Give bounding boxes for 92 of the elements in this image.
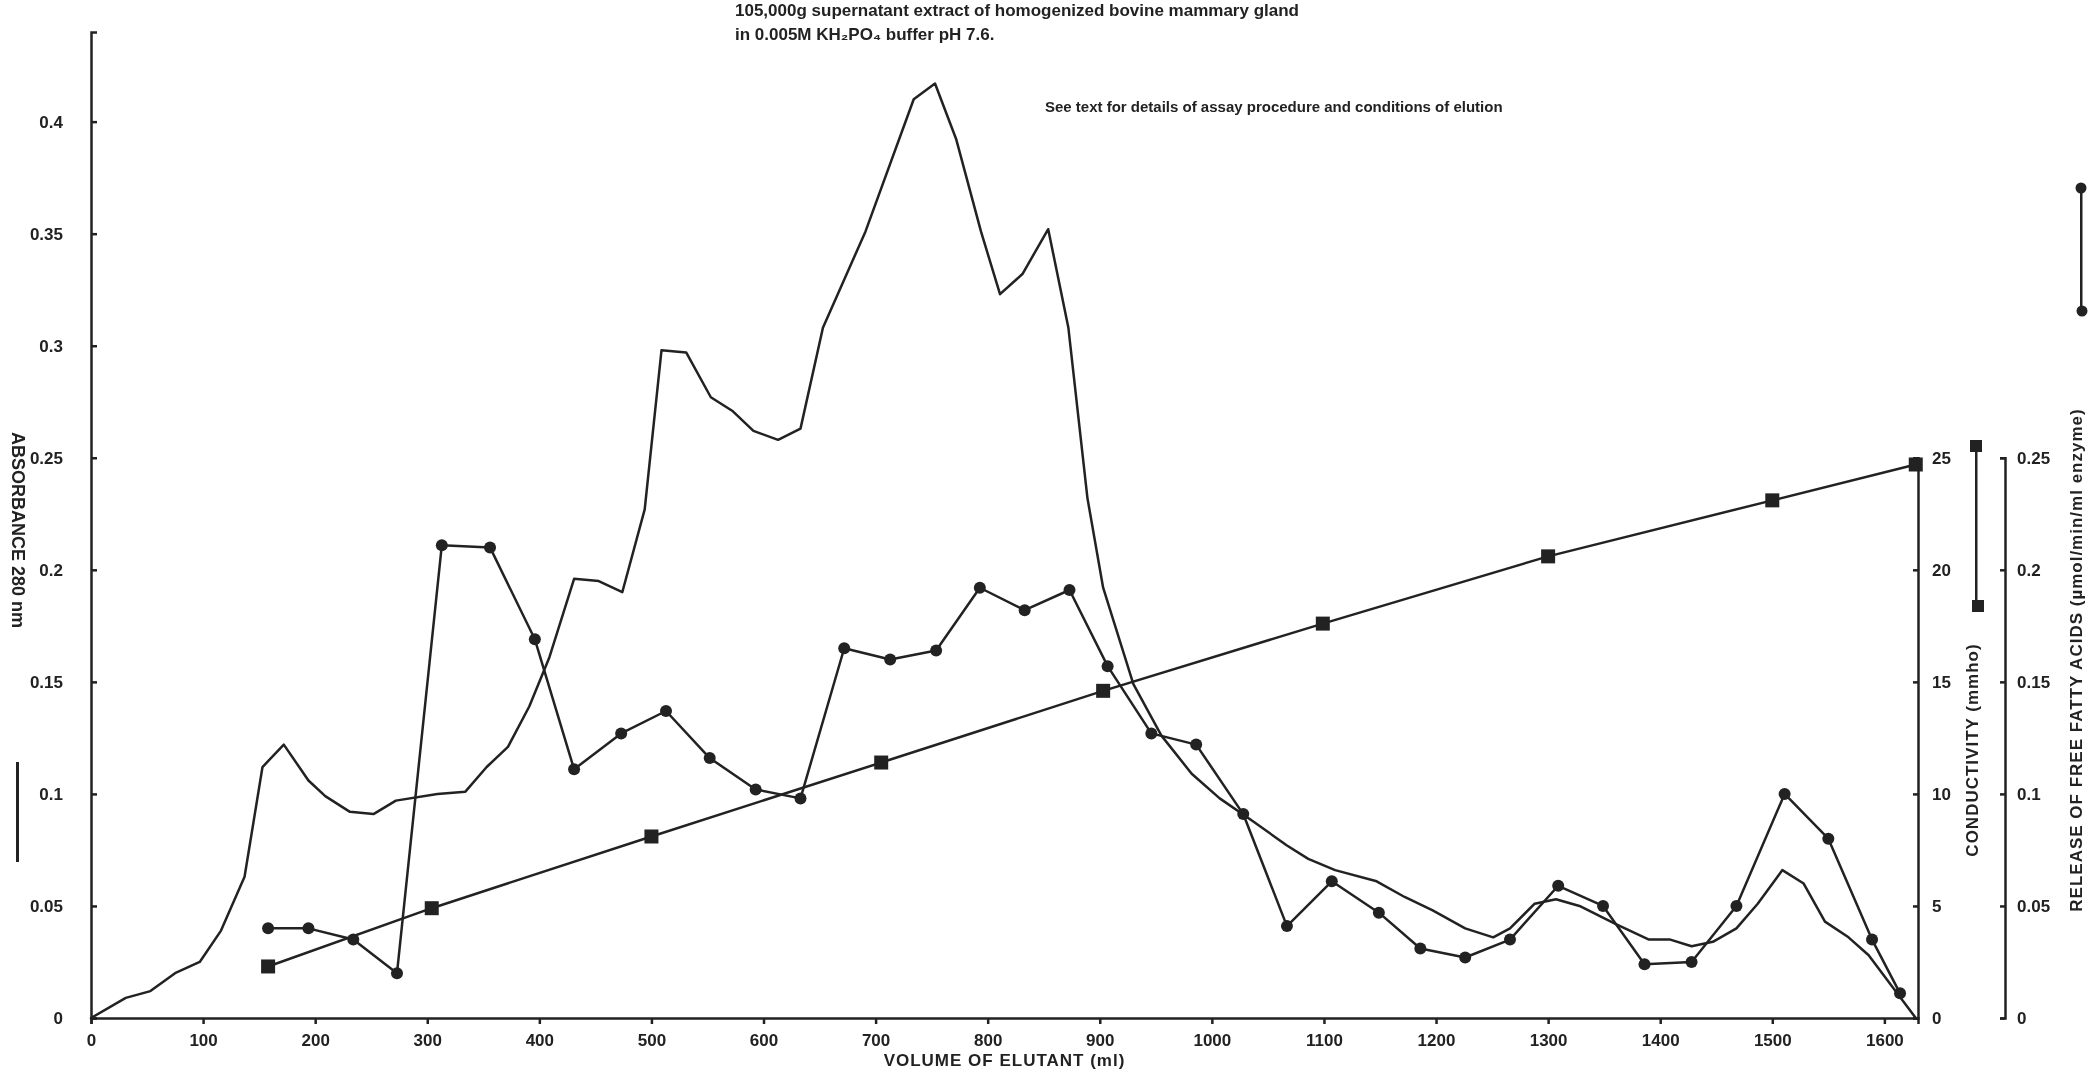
point	[1372, 906, 1385, 919]
y3-tick-label: 0.05	[2017, 896, 2051, 916]
y2-tick-label: 10	[1932, 784, 1951, 804]
point	[703, 752, 716, 765]
x-tick-label: 1300	[1529, 1030, 1568, 1050]
y2-tick-label: 0	[1932, 1008, 1942, 1028]
point	[1018, 604, 1031, 617]
x-tick-label: 400	[525, 1030, 555, 1050]
point	[1730, 899, 1743, 912]
point	[930, 644, 943, 657]
y-tick-label: 0.35	[29, 224, 63, 244]
y2-tick-label: 5	[1932, 896, 1942, 916]
point	[749, 783, 762, 796]
point	[1552, 879, 1565, 892]
point	[1325, 875, 1338, 888]
point	[262, 922, 275, 935]
y3-tick-label: 0.25	[2017, 448, 2051, 468]
x-tick-label: 1500	[1753, 1030, 1792, 1050]
x-tick-label: 0	[86, 1030, 97, 1050]
chart-subtitle: in 0.005M KH₂PO₄ buffer pH 7.6.	[735, 25, 995, 44]
y2-tick-label: 25	[1932, 448, 1951, 468]
y3-tick-label: 0	[2017, 1008, 2027, 1028]
y-tick-label: 0.05	[29, 896, 63, 916]
point	[838, 642, 851, 655]
point	[1190, 738, 1203, 751]
point	[302, 922, 315, 935]
x-tick-label: 100	[189, 1030, 218, 1050]
x-tick-label: 1200	[1417, 1030, 1456, 1050]
y3-tick-label: 0.1	[2017, 784, 2041, 804]
point	[424, 901, 439, 916]
point	[1063, 583, 1076, 596]
point	[1765, 493, 1780, 508]
point	[1541, 549, 1556, 564]
x-tick-label: 800	[974, 1030, 1003, 1050]
point	[615, 727, 628, 740]
point	[347, 933, 360, 946]
point	[1638, 958, 1651, 971]
y2-tick-label: 15	[1932, 672, 1951, 692]
point	[1280, 920, 1293, 933]
point	[1459, 951, 1472, 964]
point	[1504, 933, 1517, 946]
x-tick-label: 900	[1086, 1030, 1115, 1050]
point	[261, 959, 276, 974]
y3-tick-label: 0.2	[2017, 560, 2041, 580]
y-tick-label: 0.1	[39, 784, 63, 804]
point	[1894, 987, 1907, 1000]
point	[1414, 942, 1427, 955]
point	[660, 705, 672, 717]
y-axis-title: ABSORBANCE 280 nm	[8, 431, 28, 629]
x-tick-label: 600	[749, 1030, 779, 1050]
point	[884, 653, 897, 666]
y-tick-label: 0.3	[39, 336, 63, 356]
x-tick-label: 200	[301, 1030, 330, 1050]
y3-tick-label: 0.15	[2017, 672, 2051, 692]
y3-axis-title: RELEASE OF FREE FATTY ACIDS (µmol/min/ml enzyme)	[2067, 408, 2086, 912]
point	[644, 829, 659, 844]
y-tick-label: 0.4	[39, 112, 64, 132]
point	[1822, 832, 1835, 845]
x-tick-label: 700	[861, 1030, 891, 1050]
point	[1778, 787, 1791, 800]
point	[568, 763, 581, 776]
point	[390, 967, 403, 980]
y-tick-label: 0.2	[39, 560, 63, 580]
point	[973, 581, 986, 594]
x-axis-title: VOLUME OF ELUTANT (ml)	[883, 1051, 1126, 1070]
point	[1597, 899, 1610, 912]
point	[528, 633, 541, 646]
x-tick-label: 1400	[1641, 1030, 1680, 1050]
y-tick-label: 0.15	[29, 672, 63, 692]
point	[1685, 955, 1698, 968]
x-tick-label: 1000	[1193, 1030, 1232, 1050]
point	[1315, 616, 1330, 631]
annotation: See text for details of assay procedure and conditions of elution	[1045, 98, 1503, 115]
y2-axis-title: CONDUCTIVITY (mmho)	[1963, 643, 1982, 857]
point	[1145, 727, 1158, 740]
point	[1866, 933, 1879, 946]
point	[794, 792, 807, 805]
chart-title: 105,000g supernatant extract of homogenized bovine mammary gland	[735, 1, 1299, 20]
point	[484, 541, 497, 554]
x-tick-label: 1600	[1865, 1030, 1904, 1050]
x-tick-label: 1100	[1306, 1030, 1343, 1050]
y2-tick-label: 20	[1932, 560, 1951, 580]
x-tick-label: 500	[637, 1030, 667, 1050]
point	[1908, 457, 1923, 472]
y-tick-label: 0.25	[29, 448, 63, 468]
point	[874, 755, 889, 770]
x-tick-label: 300	[413, 1030, 442, 1050]
point	[1096, 683, 1111, 698]
point	[435, 539, 448, 552]
point	[1237, 808, 1250, 821]
point	[1101, 660, 1114, 673]
y-tick-label: 0	[53, 1008, 63, 1028]
